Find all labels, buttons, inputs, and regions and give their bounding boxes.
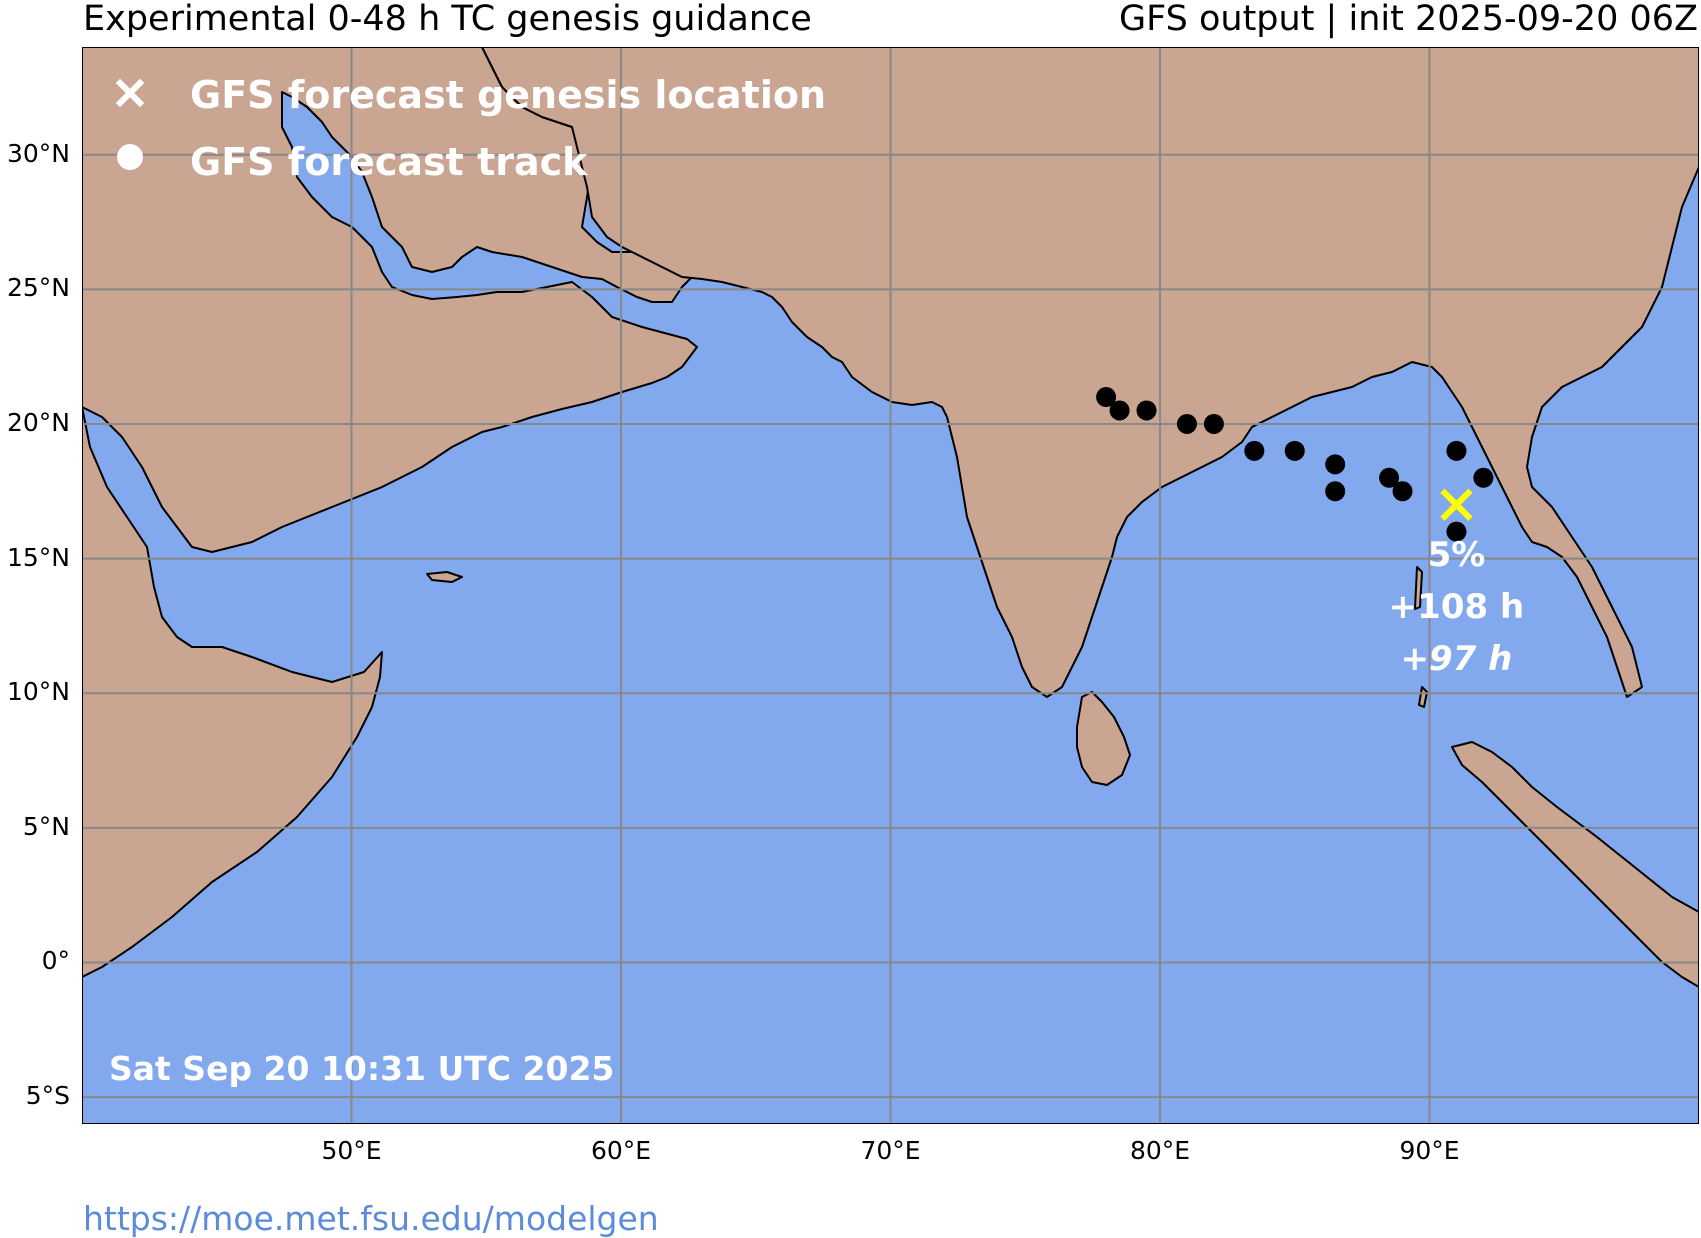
track-point xyxy=(1136,400,1157,421)
y-tick-label: 5°N xyxy=(22,811,70,841)
land-masses xyxy=(82,47,1699,988)
y-tick-label: 25°N xyxy=(6,273,70,303)
track-point xyxy=(1446,521,1467,542)
forecast-track xyxy=(1096,387,1494,542)
init-info: GFS output | init 2025-09-20 06Z xyxy=(1119,0,1698,39)
genesis-marker-group xyxy=(1440,488,1473,521)
track-point xyxy=(1379,467,1400,488)
track-point xyxy=(1176,413,1197,434)
land-sumatra xyxy=(1451,741,1699,988)
y-tick-label: 10°N xyxy=(6,677,70,707)
legend-dot-icon xyxy=(117,144,143,170)
track-point xyxy=(1325,454,1346,475)
y-tick-label: 5°S xyxy=(25,1081,70,1111)
track-point xyxy=(1325,481,1346,502)
chart-title: Experimental 0-48 h TC genesis guidance xyxy=(83,0,812,39)
gridlines xyxy=(82,47,1699,1124)
land-andaman xyxy=(1414,566,1423,610)
x-tick-label: 70°E xyxy=(860,1136,921,1165)
y-tick-label: 30°N xyxy=(6,138,70,168)
x-tick-label: 90°E xyxy=(1399,1136,1460,1165)
y-tick-label: 0° xyxy=(41,946,70,976)
x-tick-label: 80°E xyxy=(1129,1136,1191,1165)
track-point xyxy=(1244,440,1265,461)
genesis-probability: 5% xyxy=(1427,534,1486,575)
track-point xyxy=(1284,440,1305,461)
track-point xyxy=(1446,440,1467,461)
land-africa xyxy=(82,406,383,978)
x-tick-label: 50°E xyxy=(321,1136,382,1165)
y-tick-label: 15°N xyxy=(6,542,70,572)
legend-track-label: GFS forecast track xyxy=(190,140,588,184)
land-sri-lanka xyxy=(1076,691,1131,786)
track-point xyxy=(1473,467,1494,488)
map-canvas xyxy=(82,47,1699,1124)
legend-genesis-label: GFS forecast genesis location xyxy=(190,73,827,117)
y-tick-label: 20°N xyxy=(6,407,70,437)
x-tick-label: 60°E xyxy=(590,1136,652,1165)
genesis-cross-icon xyxy=(1440,488,1473,521)
source-url[interactable]: https://moe.met.fsu.edu/modelgen xyxy=(83,1199,659,1238)
genesis-duration: +97 h xyxy=(1400,638,1513,679)
track-point xyxy=(1203,413,1224,434)
land-south-asia xyxy=(481,47,1699,698)
land-socotra xyxy=(426,571,463,583)
genesis-lead-time: +108 h xyxy=(1388,586,1525,627)
map-panel: GFS forecast genesis location GFS foreca… xyxy=(82,47,1699,1124)
track-point xyxy=(1109,400,1130,421)
track-point xyxy=(1392,481,1413,502)
legend-cross-icon xyxy=(115,78,145,108)
legend-markers xyxy=(115,78,145,170)
track-point xyxy=(1096,387,1117,408)
timestamp: Sat Sep 20 10:31 UTC 2025 xyxy=(109,1049,615,1088)
land-nicobar xyxy=(1418,686,1428,708)
